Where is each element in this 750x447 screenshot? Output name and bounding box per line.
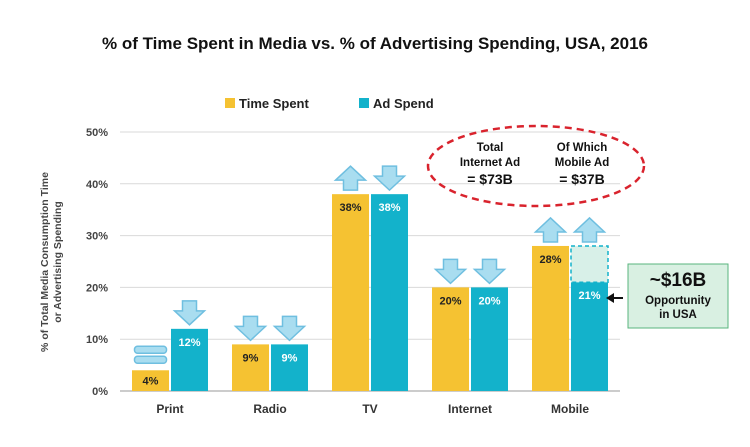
bar-value-label: 21%	[578, 290, 600, 302]
y-tick-label: 10%	[86, 334, 108, 346]
pointer-arrow-head-icon	[606, 293, 614, 303]
y-tick-label: 20%	[86, 282, 108, 294]
bar	[471, 287, 508, 391]
bar	[371, 194, 408, 391]
oval-callout-text: Internet Ad	[460, 157, 520, 169]
legend-label: Time Spent	[239, 96, 310, 111]
down-arrow-icon	[433, 258, 468, 285]
y-axis-label-line: or Advertising Spending	[52, 201, 64, 323]
x-tick-label: Internet	[448, 402, 492, 416]
legend-swatch	[359, 98, 369, 108]
up-arrow-icon	[572, 216, 607, 243]
x-tick-label: Radio	[253, 402, 286, 416]
bar-value-label: 9%	[282, 352, 298, 364]
trend-arrows	[133, 165, 607, 365]
legend-swatch	[225, 98, 235, 108]
oval-callout-text: Mobile Ad	[555, 157, 610, 169]
x-axis-ticks: Print Radio TV Internet Mobile	[156, 402, 589, 416]
bar-value-label: 28%	[539, 254, 561, 266]
y-tick-label: 50%	[86, 127, 108, 139]
bar-value-label: 38%	[339, 202, 361, 214]
bar-value-label: 12%	[178, 337, 200, 349]
bar	[232, 344, 269, 391]
bar	[171, 328, 208, 391]
down-arrow-icon	[472, 258, 507, 285]
legend-label: Ad Spend	[373, 96, 434, 111]
bar	[432, 287, 469, 391]
x-tick-label: Mobile	[551, 402, 589, 416]
equal-sign-icon	[133, 345, 168, 355]
legend: Time Spent Ad Spend	[225, 96, 434, 111]
bar-value-label: 4%	[143, 375, 159, 387]
bars: 4% 12% 9% 9% 38% 38% 20% 20% 28% 21%	[132, 194, 609, 391]
bar	[332, 194, 369, 391]
opportunity-gap	[570, 245, 609, 283]
bar-value-label: 9%	[243, 352, 259, 364]
down-arrow-icon	[233, 315, 268, 342]
bar	[132, 370, 169, 391]
oval-callout-text: Total	[477, 142, 504, 154]
bar-value-label: 38%	[378, 202, 400, 214]
equal-sign-icon	[133, 355, 168, 365]
opportunity-text: Opportunity	[645, 295, 711, 307]
bar	[271, 344, 308, 391]
y-axis-ticks: 0% 10% 20% 30% 40% 50%	[86, 127, 108, 398]
oval-callout-text: Of Which	[557, 142, 607, 154]
bar-value-label: 20%	[439, 295, 461, 307]
bar	[532, 245, 569, 391]
callouts: Total Internet Ad = $73B Of Which Mobile Ad =…	[426, 124, 729, 329]
chart-title: % of Time Spent in Media vs. % of Advert…	[102, 34, 648, 53]
y-tick-label: 40%	[86, 179, 108, 191]
opportunity-text: in USA	[659, 309, 697, 321]
bar-value-label: 20%	[478, 295, 500, 307]
up-arrow-icon	[333, 165, 368, 191]
opportunity-amount: ~$16B	[650, 270, 707, 291]
opportunity-box	[627, 263, 729, 329]
oval-callout-text: = $37B	[559, 171, 605, 187]
y-tick-label: 30%	[86, 231, 108, 243]
up-arrow-icon	[533, 216, 568, 243]
y-tick-label: 0%	[92, 386, 108, 398]
y-axis-label: % of Total Media Consumption Time or Adve…	[39, 172, 64, 352]
down-arrow-icon	[272, 315, 307, 342]
y-axis-label-line: % of Total Media Consumption Time	[39, 172, 51, 352]
oval-callout-text: = $73B	[467, 171, 513, 187]
x-tick-label: Print	[156, 402, 183, 416]
bar	[571, 282, 608, 391]
down-arrow-icon	[372, 165, 407, 192]
dashed-oval	[426, 124, 646, 208]
down-arrow-icon	[172, 300, 207, 326]
x-tick-label: TV	[362, 402, 377, 416]
